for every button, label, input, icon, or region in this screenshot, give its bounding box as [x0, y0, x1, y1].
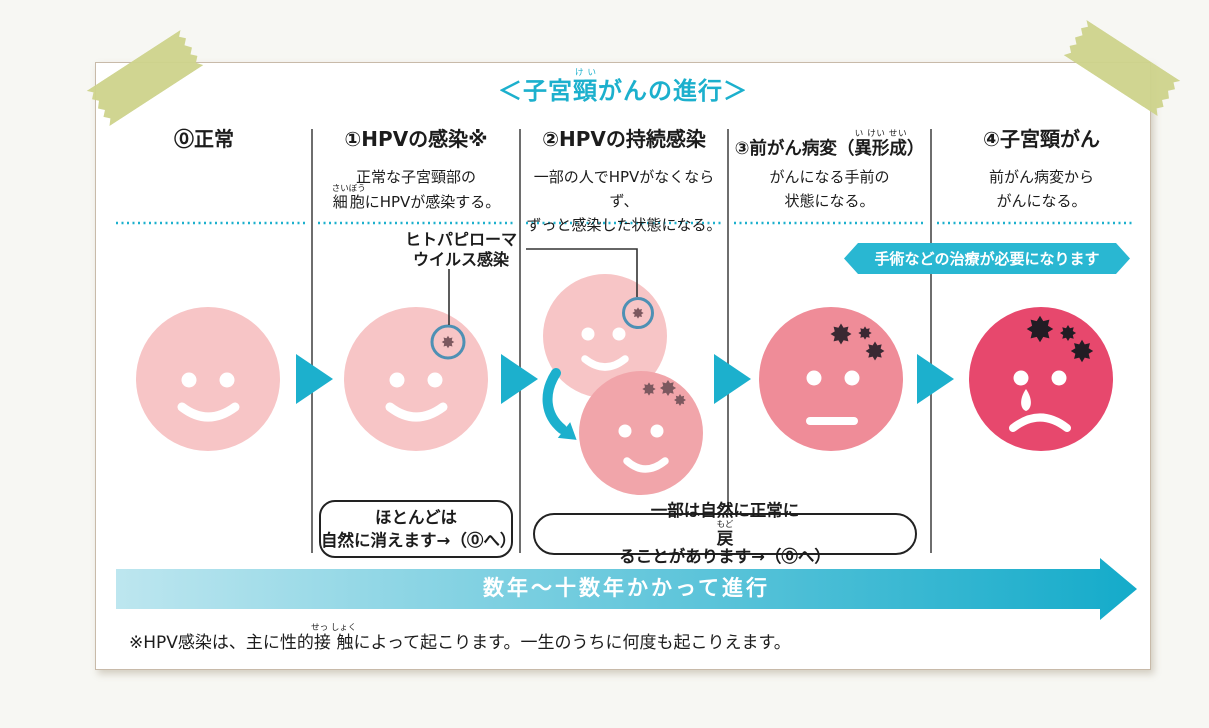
virus-icon	[642, 382, 656, 396]
virus-icon	[865, 341, 885, 361]
tear-drop-icon	[1021, 389, 1031, 411]
face-stage-2-persistent-infection	[542, 274, 703, 495]
stage-arrow-icon	[296, 354, 333, 404]
column-header-2: ②HPVの持続感染	[542, 127, 706, 151]
virus-icon	[1070, 339, 1094, 363]
stage-arrow-icon	[714, 354, 751, 404]
column-desc-1: 正常な子宮頸部の 細胞さいぼうにHPVが感染する。	[331, 168, 501, 211]
virus-icon	[674, 394, 686, 406]
virus-icon	[659, 379, 677, 397]
column-header-3: ③前がん病変（異形成い けい せい）	[734, 129, 925, 159]
stage-arrow-icon	[501, 354, 538, 404]
virus-highlight-circle	[622, 297, 654, 329]
virus-icon	[858, 326, 872, 340]
timeline-arrow-label: 数年〜十数年かかって進行	[483, 576, 770, 600]
stage-arrow-icon	[917, 354, 954, 404]
virus-icon	[1059, 324, 1077, 342]
virus-icon	[632, 307, 644, 319]
virus-icon	[830, 323, 852, 345]
column-header-4: ④子宮頸がん	[983, 127, 1100, 151]
column-desc-4: 前がん病変から がんになる。	[988, 168, 1094, 210]
footnote-text: ※HPV感染は、主に性的接触せっ しょくによって起こります。一生のうちに何度も起…	[129, 623, 791, 653]
column-header-0: ⓪正常	[174, 127, 234, 151]
face-stage-3-precancer	[759, 307, 903, 451]
virus-icon	[1026, 315, 1054, 343]
column-header-1: ①HPVの感染※	[344, 127, 488, 151]
hpv-virus-callout-label: ヒトパピローマ ウイルス感染	[404, 230, 517, 269]
page-title: ＜子宮頸けいがんの進行＞	[498, 68, 748, 105]
column-desc-3: がんになる手前の 状態になる。	[769, 168, 890, 210]
regression-note-box-1: ほとんどは 自然に消えます→（⓪へ）	[319, 500, 516, 558]
face-stage-0-normal	[136, 307, 280, 451]
poster-card: ＜子宮頸けいがんの進行＞ ⓪正常 ①HPVの感染※ ②HPVの持続感染 ③前がん…	[95, 62, 1151, 670]
virus-highlight-circle	[430, 324, 466, 360]
virus-icon	[441, 335, 455, 349]
column-desc-2: 一部の人でHPVがなくならず、 ずっと感染した状態になる。	[526, 168, 722, 234]
curved-arrow-icon	[542, 368, 577, 440]
treatment-required-badge: 手術などの治療が必要になります	[844, 243, 1130, 274]
face-stage-4-cancer	[969, 307, 1113, 451]
face-stage-1-hpv-infection	[344, 307, 488, 451]
regression-note-box-2: 一部は自然に正常に 戻もど ることがあります→（⓪へ）	[533, 501, 917, 566]
